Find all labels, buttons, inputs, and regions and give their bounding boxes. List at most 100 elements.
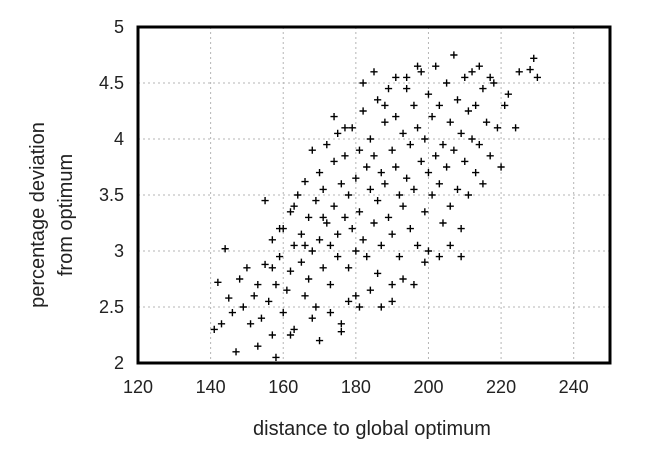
data-point xyxy=(301,241,309,249)
data-point xyxy=(504,90,512,98)
data-point xyxy=(461,73,469,81)
data-point xyxy=(472,101,480,109)
data-point xyxy=(363,253,371,261)
data-point xyxy=(276,225,284,233)
data-point xyxy=(326,241,335,249)
data-point xyxy=(450,51,458,59)
data-point xyxy=(388,146,396,154)
data-point xyxy=(497,163,505,171)
data-point xyxy=(344,191,353,199)
x-tick-label: 220 xyxy=(486,377,516,397)
data-point xyxy=(450,146,458,154)
data-point xyxy=(268,264,276,272)
data-point xyxy=(468,135,476,143)
data-point xyxy=(435,253,443,261)
data-point xyxy=(232,348,240,356)
data-point xyxy=(381,180,389,188)
data-point xyxy=(443,79,451,87)
data-point xyxy=(446,241,454,249)
data-point xyxy=(323,219,331,227)
data-point xyxy=(337,328,345,336)
data-point xyxy=(417,157,425,165)
grid-lines xyxy=(138,27,610,363)
data-point xyxy=(272,281,280,289)
data-point xyxy=(352,292,360,300)
data-point xyxy=(359,236,367,244)
data-point xyxy=(374,96,382,104)
y-tick-label: 2.5 xyxy=(99,297,124,317)
data-point xyxy=(326,281,335,289)
data-point xyxy=(337,320,345,328)
data-point xyxy=(308,314,316,322)
data-point xyxy=(334,230,342,238)
data-point xyxy=(457,253,465,261)
data-point xyxy=(334,253,342,261)
data-point xyxy=(290,202,298,210)
y-tick-label: 3.5 xyxy=(99,185,124,205)
data-point xyxy=(381,118,389,126)
data-point xyxy=(214,278,222,286)
data-point xyxy=(446,202,454,210)
data-point xyxy=(384,85,393,93)
data-point xyxy=(410,281,418,289)
data-point xyxy=(341,124,349,132)
x-tick-label: 140 xyxy=(196,377,226,397)
data-point xyxy=(479,180,487,188)
data-point xyxy=(272,353,280,361)
data-point xyxy=(512,124,520,132)
data-point xyxy=(348,225,356,233)
data-point xyxy=(435,180,443,188)
data-point xyxy=(392,113,400,121)
data-point xyxy=(301,292,309,300)
data-point xyxy=(388,281,396,289)
data-point xyxy=(395,253,404,261)
data-point xyxy=(370,219,378,227)
data-point xyxy=(326,309,335,317)
data-point xyxy=(243,264,251,272)
data-point xyxy=(392,73,400,81)
data-point xyxy=(439,219,447,227)
data-point xyxy=(315,169,324,177)
data-point xyxy=(290,325,298,333)
data-point xyxy=(432,62,440,70)
data-point xyxy=(294,191,302,199)
data-point xyxy=(453,185,462,193)
data-point xyxy=(468,68,476,76)
data-point xyxy=(268,331,276,339)
data-point xyxy=(399,202,407,210)
data-point xyxy=(413,124,422,132)
data-point xyxy=(428,191,436,199)
data-point xyxy=(283,286,291,294)
data-point xyxy=(355,146,364,154)
data-point xyxy=(308,146,316,154)
data-point xyxy=(312,303,320,311)
y-tick-label: 4.5 xyxy=(99,73,124,93)
data-point xyxy=(330,202,338,210)
data-point xyxy=(352,247,360,255)
data-point xyxy=(493,124,502,132)
data-point xyxy=(290,241,298,249)
data-point xyxy=(359,107,367,115)
data-point xyxy=(403,73,411,81)
y-axis-label: percentage deviation from optimum xyxy=(27,122,77,308)
x-tick-label: 240 xyxy=(559,377,589,397)
x-tick-label: 160 xyxy=(268,377,298,397)
data-point xyxy=(421,258,429,266)
data-point xyxy=(377,241,385,249)
data-point xyxy=(464,191,472,199)
data-point xyxy=(286,267,295,275)
data-point xyxy=(457,129,465,137)
data-point xyxy=(355,208,364,216)
data-point xyxy=(384,213,393,221)
data-point xyxy=(341,152,349,160)
data-point xyxy=(312,197,320,205)
data-point xyxy=(228,309,236,317)
data-point xyxy=(286,331,295,339)
data-point xyxy=(392,163,400,171)
data-point xyxy=(406,141,414,149)
data-point xyxy=(482,118,491,126)
data-point xyxy=(286,208,295,216)
data-point xyxy=(370,152,378,160)
data-point xyxy=(257,314,266,322)
x-tick-label: 200 xyxy=(413,377,443,397)
